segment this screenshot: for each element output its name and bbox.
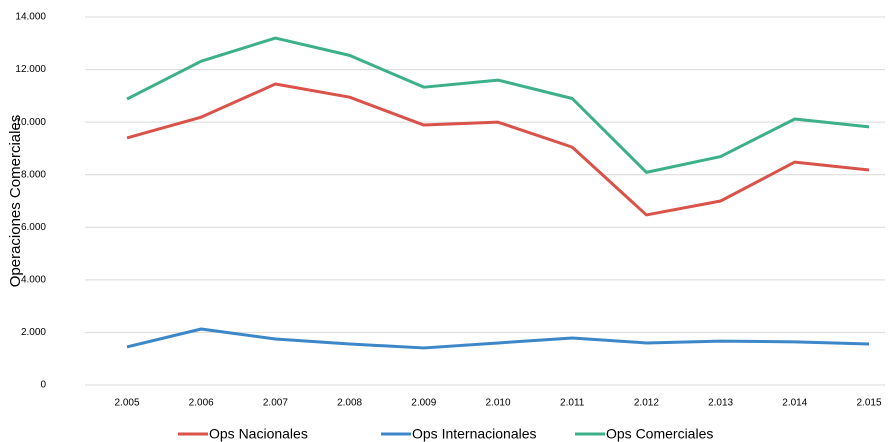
legend-label: Ops Internacionales [412, 426, 537, 442]
x-tick-label: 2.007 [263, 398, 288, 409]
y-tick-label: 2.000 [21, 327, 46, 338]
x-tick-label: 2.009 [411, 398, 436, 409]
x-tick-label: 2.008 [337, 398, 362, 409]
series-line [126, 82, 870, 217]
x-tick-label: 2.006 [189, 398, 214, 409]
series-line [126, 36, 870, 174]
y-axis-title: Operaciones Comerciales [7, 115, 24, 288]
y-tick-label: 0 [40, 380, 46, 391]
series-line [126, 327, 870, 350]
y-tick-label: 10.000 [15, 117, 46, 128]
x-tick-label: 2.015 [856, 398, 881, 409]
y-tick-label: 6.000 [21, 222, 46, 233]
y-tick-label: 14.000 [15, 12, 46, 23]
y-tick-label: 12.000 [15, 64, 46, 75]
legend-label: Ops Comerciales [606, 426, 713, 442]
x-tick-label: 2.012 [634, 398, 659, 409]
y-tick-label: 4.000 [21, 274, 46, 285]
x-tick-label: 2.013 [708, 398, 733, 409]
x-tick-label: 2.005 [114, 398, 139, 409]
x-tick-label: 2.014 [782, 398, 807, 409]
x-tick-label: 2.010 [485, 398, 510, 409]
legend-label: Ops Nacionales [209, 426, 308, 442]
x-tick-label: 2.011 [560, 398, 585, 409]
y-tick-label: 8.000 [21, 169, 46, 180]
